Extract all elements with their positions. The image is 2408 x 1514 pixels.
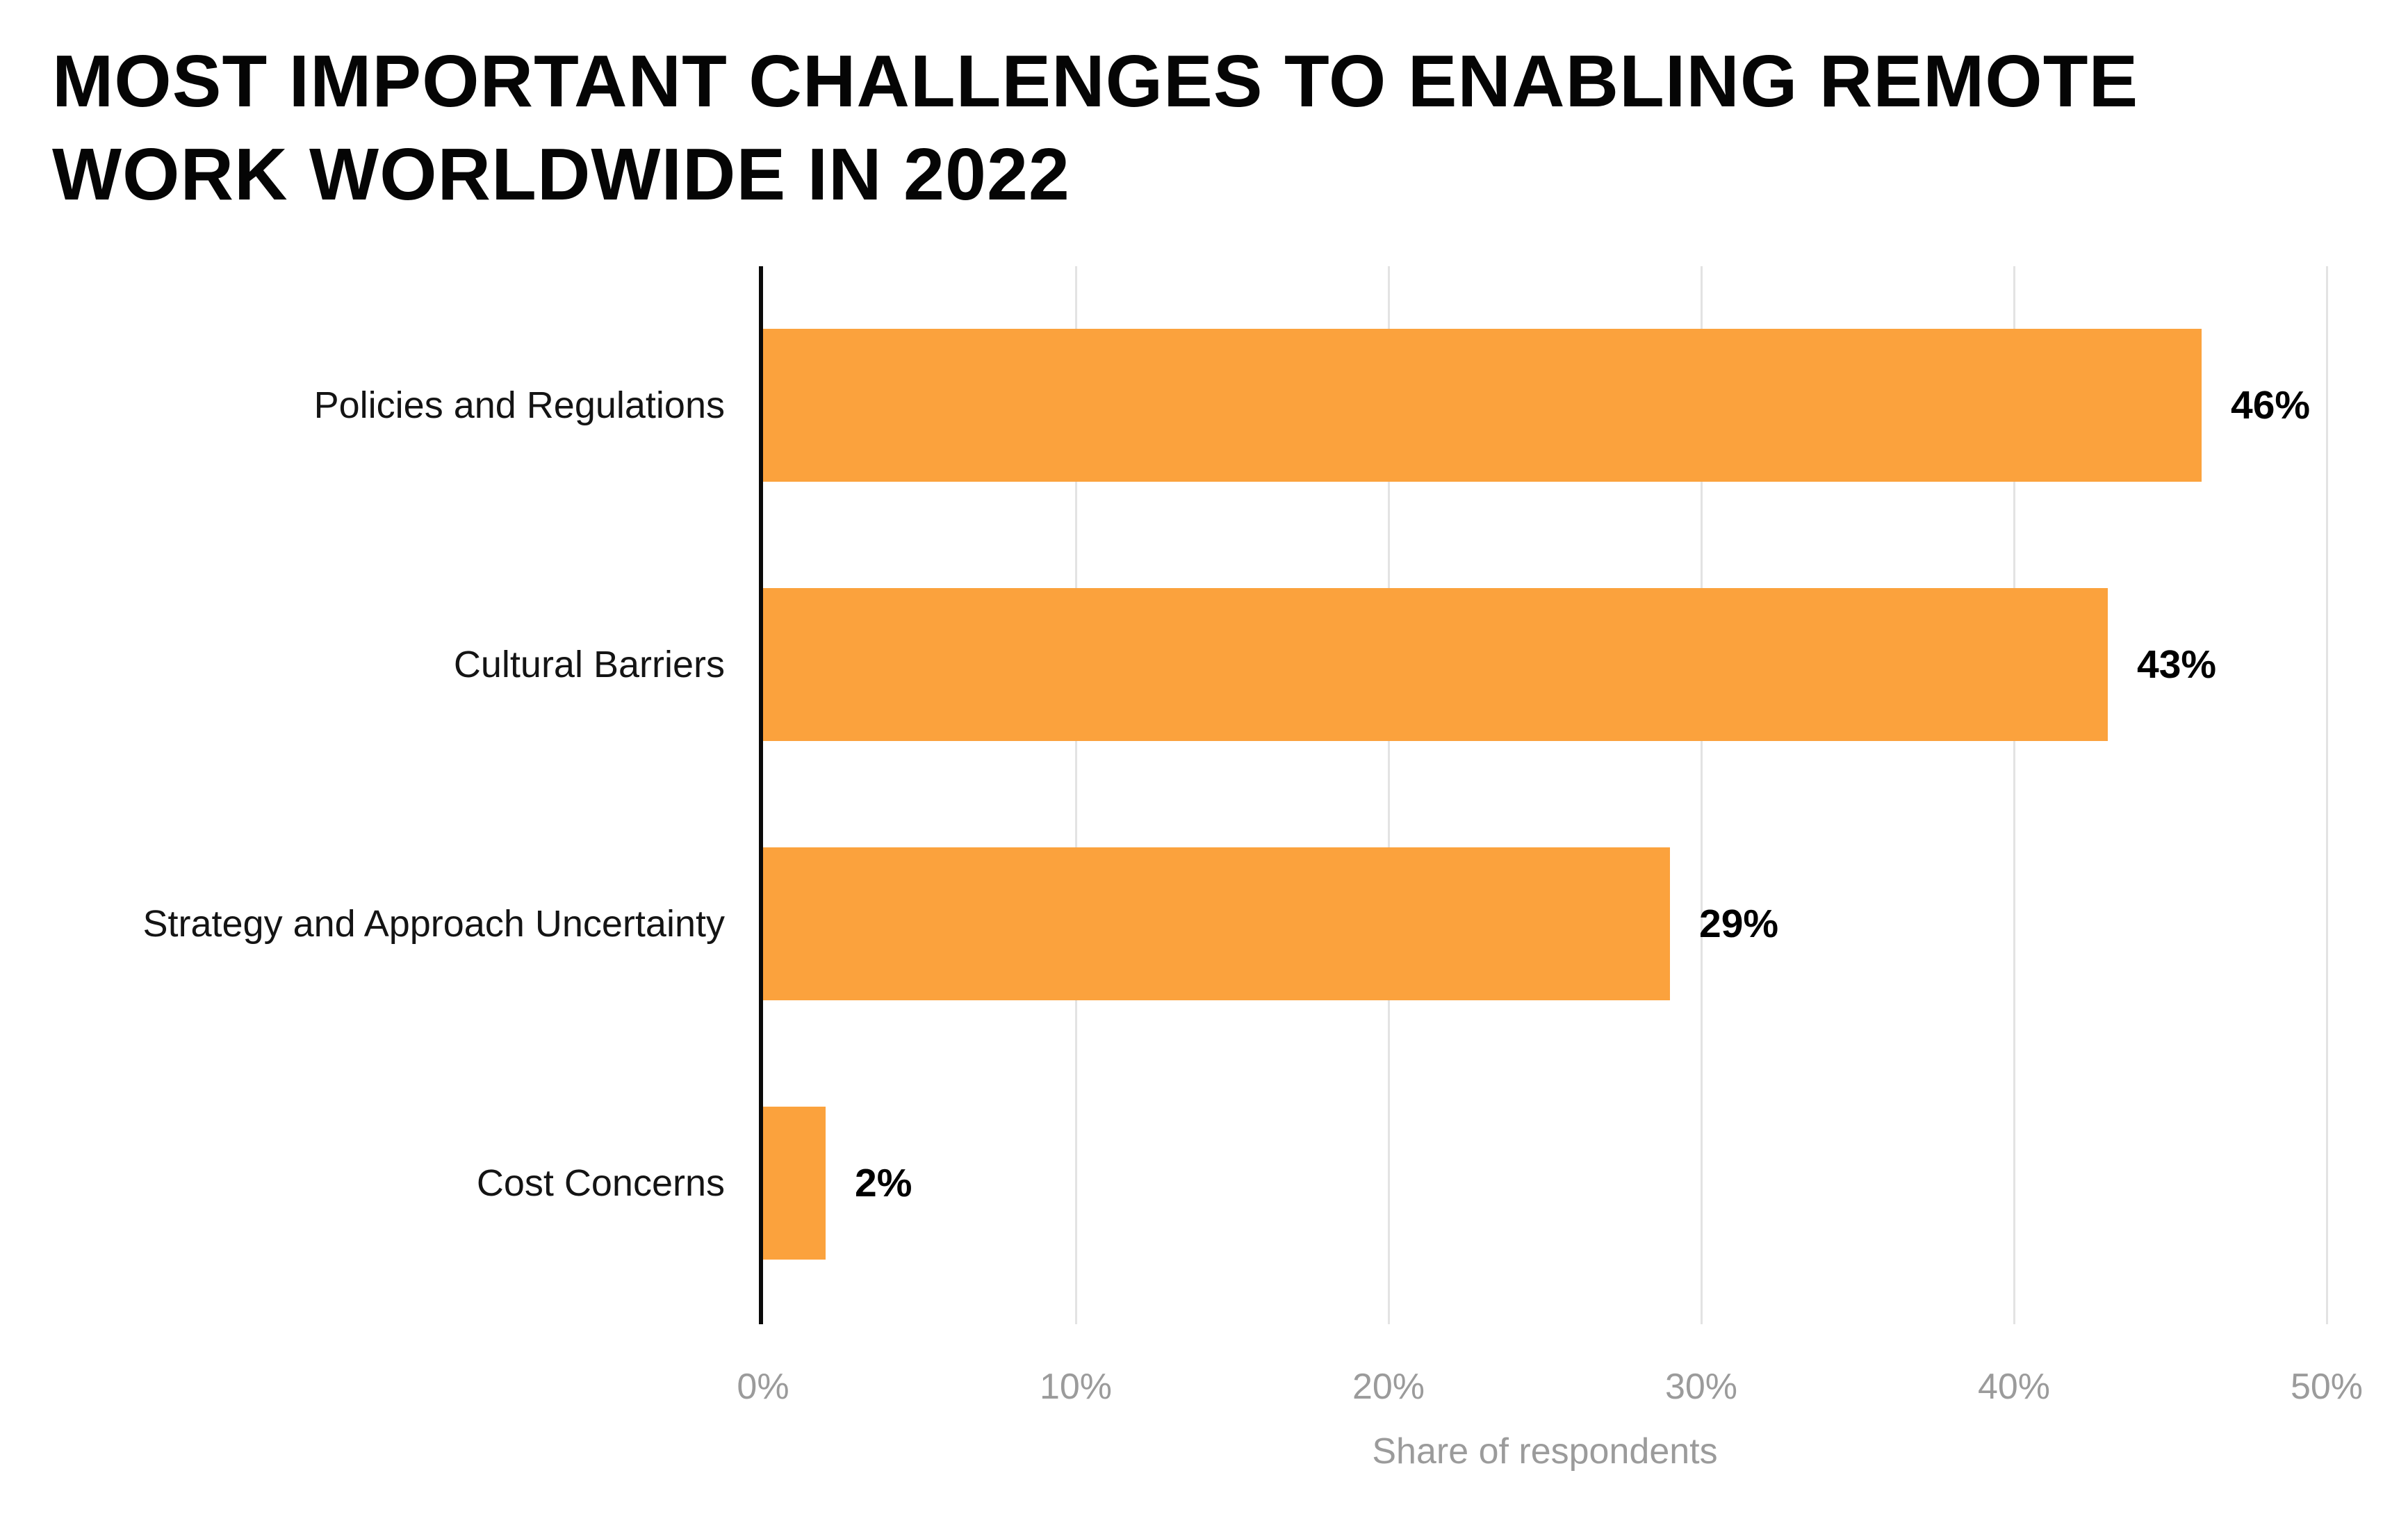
gridline (2013, 266, 2015, 1324)
gridline (2325, 266, 2328, 1324)
value-label: 43% (2137, 642, 2217, 687)
x-tick-label: 0% (737, 1367, 789, 1407)
chart-title-line-2: WORK WORLDWIDE IN 2022 (52, 133, 1070, 215)
gridline (1074, 266, 1077, 1324)
x-tick-label: 20% (1352, 1367, 1425, 1407)
category-label: Strategy and Approach Uncertainty (142, 903, 725, 945)
y-axis-line (759, 266, 763, 1324)
bar (763, 1107, 826, 1260)
x-tick-label: 50% (2290, 1367, 2364, 1407)
category-label: Cultural Barriers (453, 644, 725, 685)
chart-title-line-1: MOST IMPORTANT CHALLENGES TO ENABLING RE… (52, 40, 2139, 122)
bar (763, 588, 2108, 741)
gridline (1700, 266, 1703, 1324)
x-tick-label: 30% (1664, 1367, 1738, 1407)
chart-title: MOST IMPORTANT CHALLENGES TO ENABLING RE… (52, 35, 2373, 221)
x-tick-label: 40% (1977, 1367, 2051, 1407)
category-label: Cost Concerns (476, 1162, 725, 1204)
bar (763, 329, 2202, 482)
gridline (1387, 266, 1390, 1324)
value-label: 29% (1699, 902, 1779, 946)
x-axis-label: Share of respondents (1372, 1431, 1718, 1472)
x-tick-label: 10% (1039, 1367, 1113, 1407)
value-label: 46% (2231, 383, 2311, 428)
category-label: Policies and Regulations (313, 384, 725, 426)
bar (763, 847, 1670, 1000)
value-label: 2% (855, 1161, 912, 1205)
